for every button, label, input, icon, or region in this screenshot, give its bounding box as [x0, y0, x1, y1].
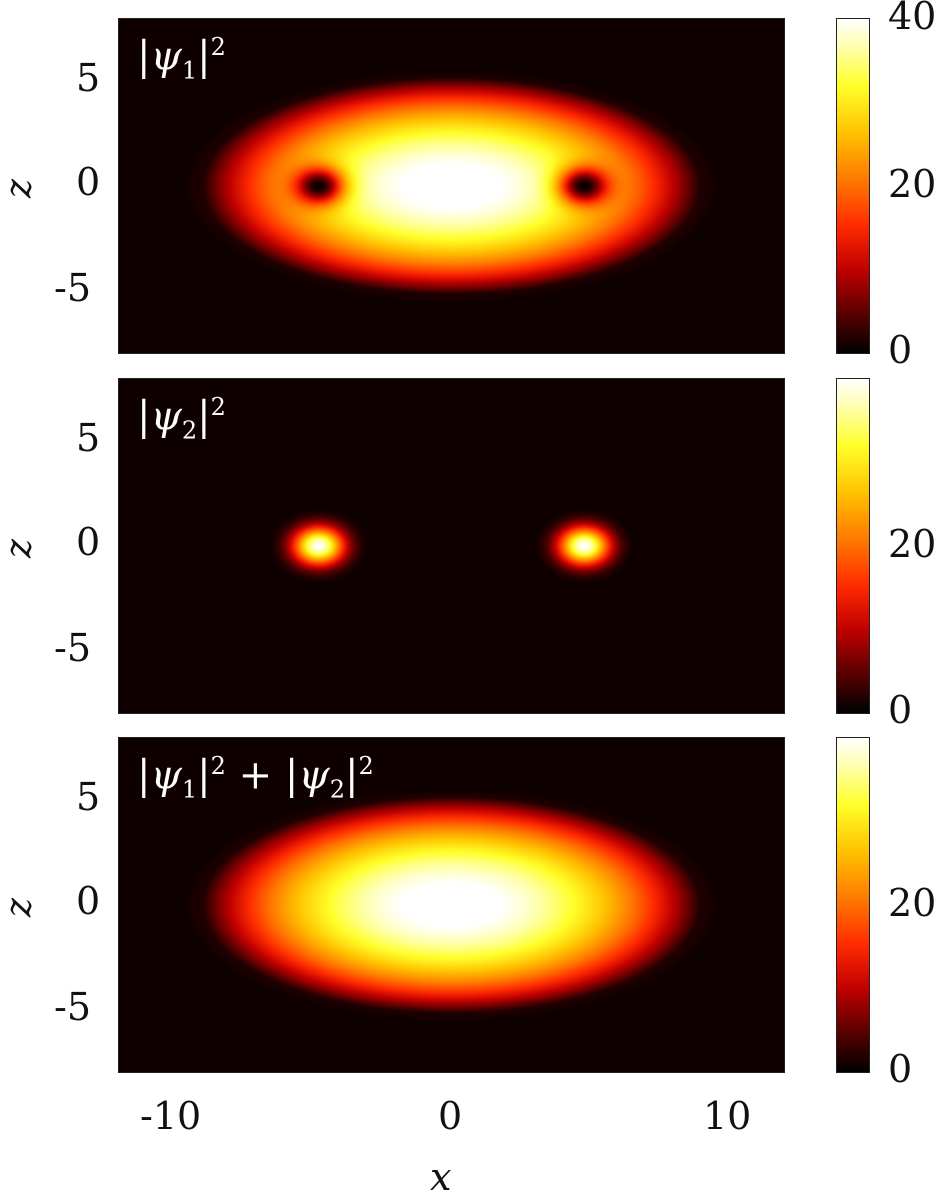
colorbar-tick-label: 20: [888, 522, 936, 566]
heatmap-canvas: [119, 379, 784, 713]
colorbar: [836, 18, 870, 354]
x-tick-label: 10: [703, 1094, 752, 1138]
y-axis-label: z: [0, 898, 40, 917]
colorbar-tick-label: 0: [888, 688, 913, 732]
panel-label: |ψ1|2 + |ψ2|2: [137, 752, 374, 804]
heatmap-canvas: [119, 738, 784, 1072]
y-tick-label: 0: [76, 160, 101, 204]
x-tick-label: 0: [438, 1094, 463, 1138]
y-tick-label: 5: [76, 416, 101, 460]
panel-label: |ψ2|2: [137, 393, 226, 445]
heatmap-panel-psi2: |ψ2|2: [118, 378, 785, 714]
colorbar-tick-label: 20: [888, 162, 936, 206]
y-tick-label: 0: [76, 879, 101, 923]
y-tick-label: 5: [76, 56, 101, 100]
y-axis-label: z: [0, 539, 40, 558]
x-axis-label: x: [430, 1155, 452, 1199]
colorbar-tick-label: 0: [888, 1047, 913, 1091]
colorbar-tick-label: 40: [888, 0, 936, 38]
colorbar-tick-label: 20: [888, 881, 936, 925]
x-tick-label: -10: [140, 1094, 202, 1138]
colorbar-tick-label: 0: [888, 328, 913, 372]
y-tick-label: 0: [76, 520, 101, 564]
y-tick-label: -5: [54, 985, 92, 1029]
heatmap-panel-psi1: |ψ1|2: [118, 18, 785, 354]
y-axis-label: z: [0, 179, 40, 198]
panel-label: |ψ1|2: [137, 33, 226, 85]
y-tick-label: -5: [54, 266, 92, 310]
heatmap-canvas: [119, 19, 784, 353]
heatmap-panel-sum: |ψ1|2 + |ψ2|2: [118, 737, 785, 1073]
y-tick-label: -5: [54, 626, 92, 670]
y-tick-label: 5: [76, 775, 101, 819]
colorbar: [836, 737, 870, 1073]
colorbar: [836, 378, 870, 714]
